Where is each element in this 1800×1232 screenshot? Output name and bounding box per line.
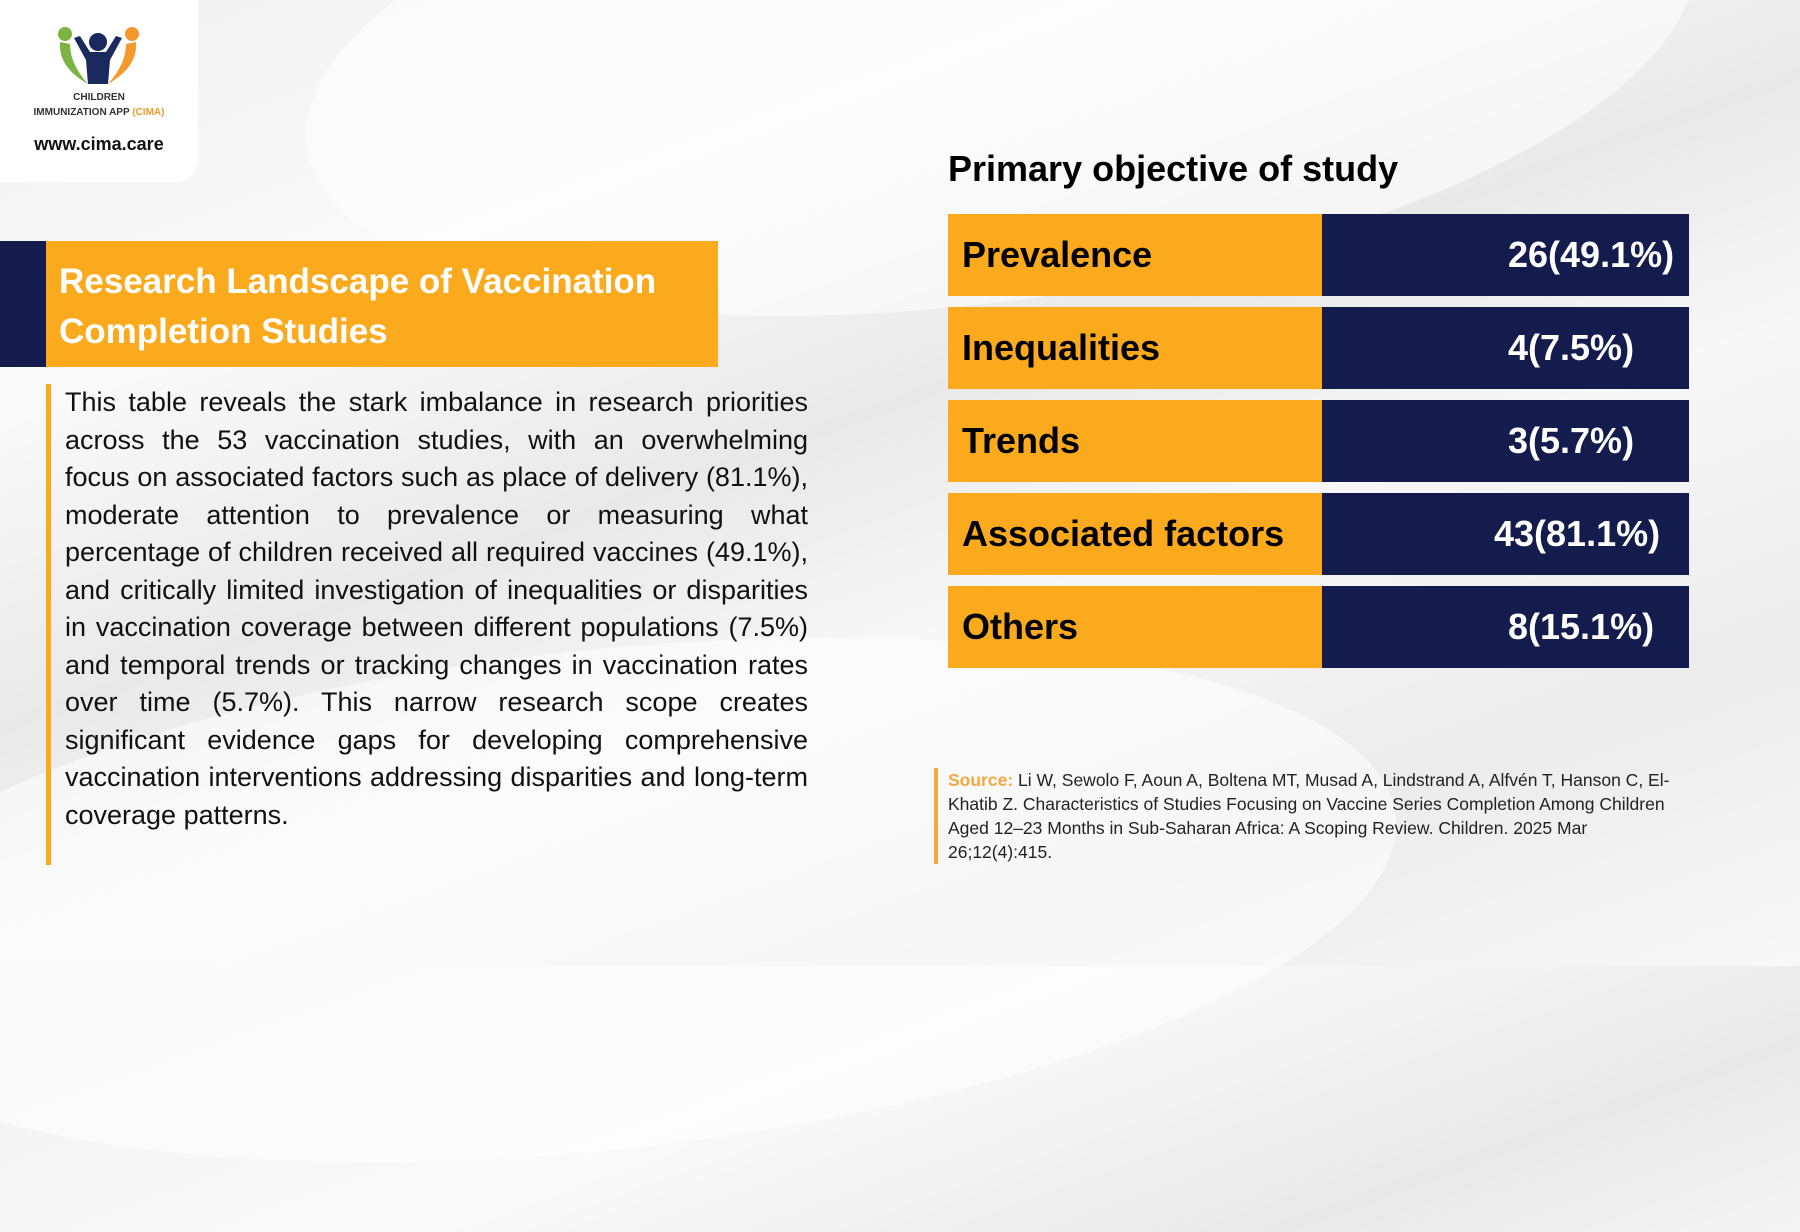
row-value: 26(49.1%) [1322, 214, 1689, 296]
table-heading: Primary objective of study [948, 148, 1399, 189]
table-row: Inequalities 4(7.5%) [948, 307, 1689, 389]
table-row: Associated factors 43(81.1%) [948, 493, 1689, 575]
cima-logo-icon [58, 27, 139, 84]
table-row: Prevalence 26(49.1%) [948, 214, 1689, 296]
table-row: Trends 3(5.7%) [948, 400, 1689, 482]
source-text: Li W, Sewolo F, Aoun A, Boltena MT, Musa… [948, 770, 1670, 862]
description-paragraph: This table reveals the stark imbalance i… [46, 384, 808, 865]
source-label: Source: [948, 770, 1014, 790]
row-value: 4(7.5%) [1322, 307, 1689, 389]
title-accent-strip [0, 241, 46, 367]
logo-text-main: IMMUNIZATION APP [33, 107, 130, 118]
row-value: 8(15.1%) [1322, 586, 1689, 668]
objective-table: Prevalence 26(49.1%) Inequalities 4(7.5%… [948, 214, 1689, 679]
logo-card: CHILDREN IMMUNIZATION APP (CIMA) www.cim… [0, 0, 198, 182]
page-title: Research Landscape of Vaccination Comple… [46, 241, 718, 367]
website-link[interactable]: www.cima.care [34, 134, 164, 154]
logo-text-accent: (CIMA) [132, 107, 165, 118]
title-line: Research Landscape of Vaccination [59, 262, 657, 301]
row-value: 43(81.1%) [1322, 493, 1689, 575]
row-value: 3(5.7%) [1322, 400, 1689, 482]
row-label: Inequalities [948, 307, 1322, 389]
source-citation: Source: Li W, Sewolo F, Aoun A, Boltena … [934, 768, 1694, 864]
table-row: Others 8(15.1%) [948, 586, 1689, 668]
logo-text: CHILDREN [73, 92, 125, 103]
row-label: Prevalence [948, 214, 1322, 296]
row-label: Others [948, 586, 1322, 668]
title-line: Completion Studies [59, 312, 388, 351]
logo-text: IMMUNIZATION APP (CIMA) [0, 107, 198, 118]
row-label: Trends [948, 400, 1322, 482]
row-label: Associated factors [948, 493, 1322, 575]
